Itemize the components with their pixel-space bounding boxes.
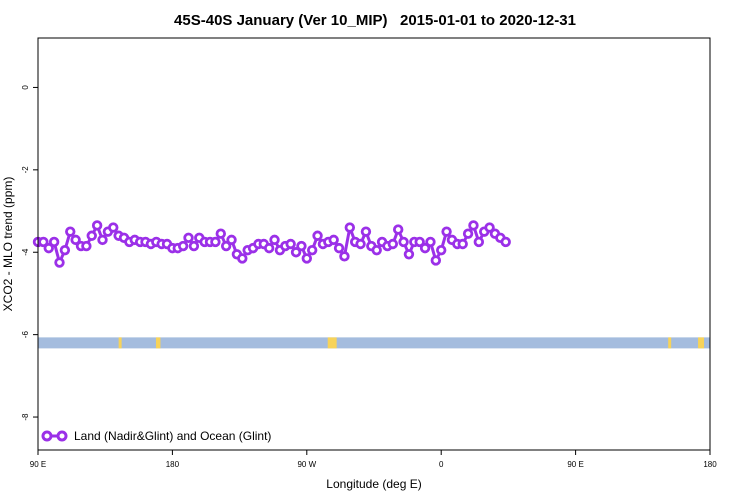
data-point	[473, 236, 485, 248]
data-point	[285, 238, 296, 250]
data-point	[290, 247, 302, 258]
x-tick-label: 90 W	[297, 460, 316, 469]
y-tick-label: -6	[21, 331, 30, 339]
data-point	[183, 232, 194, 244]
data-point	[86, 230, 97, 241]
data-point	[344, 222, 356, 233]
data-point	[54, 257, 65, 268]
data-point	[441, 226, 452, 237]
data-point	[43, 242, 54, 254]
data-point	[425, 236, 436, 248]
x-tick-label: 90 E	[30, 460, 46, 469]
data-point	[333, 242, 345, 254]
plot-frame	[37, 37, 711, 451]
x-tick-label: 0	[439, 460, 444, 469]
x-tick-label: 90 E	[567, 460, 583, 469]
y-tick-label: -2	[21, 166, 30, 174]
data-point	[457, 238, 468, 250]
data-point	[91, 220, 103, 231]
data-point	[306, 244, 318, 256]
data-point	[70, 234, 81, 246]
data-point	[436, 244, 447, 256]
data-point	[269, 234, 280, 246]
data-point	[430, 255, 442, 266]
y-tick-label: -8	[21, 413, 30, 421]
data-point	[484, 222, 495, 233]
x-tick-label: 180	[166, 460, 180, 469]
land-segment	[155, 337, 161, 349]
legend-marker-swatch	[56, 430, 68, 442]
data-point	[392, 224, 404, 235]
data-point	[97, 234, 108, 246]
chart-title: 45S-40S January (Ver 10_MIP) 2015-01-01 …	[174, 12, 576, 29]
data-point	[328, 234, 339, 246]
data-point	[188, 240, 200, 252]
data-point	[59, 244, 71, 256]
y-axis-label: XCO2 - MLO trend (ppm)	[1, 177, 15, 312]
data-point	[296, 240, 307, 252]
data-point	[355, 238, 366, 250]
data-point	[387, 238, 399, 250]
y-tick-label: 0	[21, 85, 30, 90]
data-point	[414, 236, 425, 248]
data-point	[237, 253, 248, 264]
land-segment	[698, 337, 705, 349]
x-axis: 90 E 180 90 W 0 90 E 180	[30, 450, 717, 469]
data-point	[263, 242, 275, 254]
land-segment	[118, 337, 122, 349]
data-point	[360, 226, 372, 237]
data-point	[65, 226, 76, 237]
ocean-strip	[38, 337, 710, 349]
data-point	[312, 230, 323, 241]
legend: Land (Nadir&Glint) and Ocean (Glint)	[41, 429, 271, 443]
data-point	[177, 240, 189, 252]
data-point	[226, 234, 237, 246]
data-point	[371, 244, 382, 256]
data-point	[419, 242, 431, 254]
data-point	[108, 222, 119, 233]
land-segment	[668, 337, 672, 349]
series-points-group	[32, 220, 511, 268]
y-tick-label: -4	[21, 248, 30, 256]
y-axis: 0 -2 -4 -6 -8	[21, 85, 38, 421]
data-point	[81, 240, 92, 252]
legend-label: Land (Nadir&Glint) and Ocean (Glint)	[74, 429, 271, 443]
data-point	[398, 236, 409, 248]
data-point	[38, 236, 49, 248]
land-ocean-strip	[38, 337, 710, 349]
land-segment	[327, 337, 337, 349]
data-point	[220, 240, 232, 252]
data-point	[462, 228, 474, 239]
data-point	[215, 228, 226, 239]
data-point	[48, 236, 60, 248]
data-point	[468, 220, 479, 231]
legend-marker-swatch	[41, 430, 53, 442]
x-axis-label: Longitude (deg E)	[326, 477, 421, 491]
data-point	[301, 253, 312, 264]
data-point	[339, 251, 350, 262]
x-tick-label: 180	[703, 460, 717, 469]
data-point	[500, 236, 511, 248]
data-point	[403, 249, 415, 260]
data-point	[210, 236, 221, 248]
